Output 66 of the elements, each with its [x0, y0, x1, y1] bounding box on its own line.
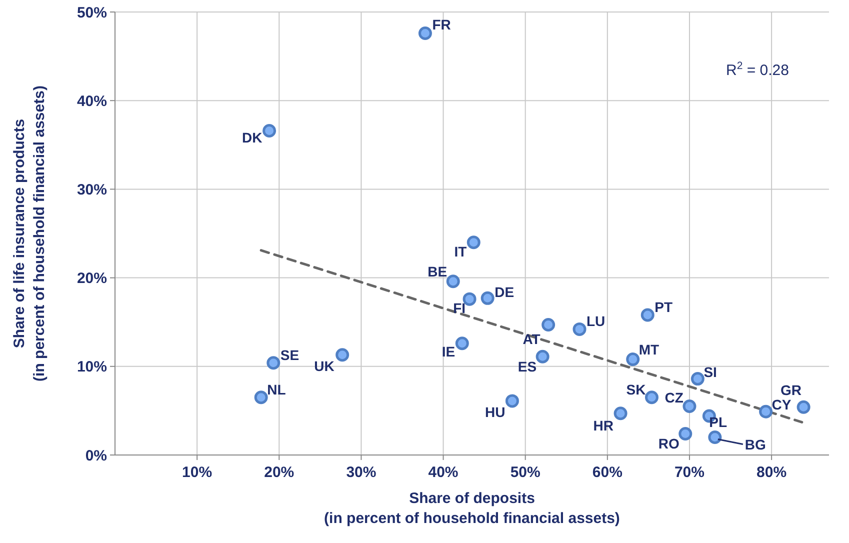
point	[455, 336, 469, 350]
y-tick-label: 10%	[76, 358, 107, 376]
y-tick-label: 30%	[76, 181, 107, 198]
annotation: FR	[432, 16, 451, 32]
point	[678, 426, 692, 440]
point	[690, 372, 704, 386]
annotation: LU	[586, 313, 606, 330]
point	[759, 404, 773, 418]
annotation: CY	[772, 396, 792, 413]
point	[505, 394, 519, 408]
point	[536, 350, 550, 364]
point	[418, 26, 432, 40]
x-tick-label: 40%	[428, 464, 458, 481]
point	[466, 236, 480, 250]
point	[614, 406, 628, 420]
annotation: GR	[780, 382, 802, 398]
annotation: SE	[280, 346, 300, 363]
annotation: PL	[709, 414, 728, 430]
x-tick-label: 20%	[264, 464, 294, 481]
annotation: PT	[654, 299, 673, 316]
annotation: AT	[522, 330, 541, 347]
annotation: BE	[428, 263, 448, 280]
point	[446, 274, 460, 288]
x-tick-label: 30%	[346, 464, 376, 481]
point	[336, 348, 350, 362]
annotation: SI	[704, 364, 717, 380]
point	[480, 291, 494, 305]
annotation: CZ	[664, 389, 684, 406]
point	[708, 430, 722, 444]
point	[626, 352, 640, 366]
point	[254, 390, 268, 404]
point	[640, 308, 654, 322]
annotation: R$^{2}$ = 0.28	[726, 60, 789, 79]
x-tick-label: 10%	[182, 464, 212, 481]
y-tick-label: 20%	[76, 270, 107, 288]
annotation: IE	[442, 343, 456, 360]
annotation: HU	[484, 404, 506, 420]
annotation: SK	[626, 381, 646, 398]
annotation: BG	[744, 436, 766, 452]
point	[572, 322, 586, 336]
point	[266, 356, 280, 370]
point	[262, 124, 276, 138]
annotation: FI	[453, 300, 466, 316]
point	[682, 400, 696, 414]
y-axis-title: Share of life insurance products (in percent of household financial assets)	[11, 86, 48, 382]
x-tick-label: 70%	[674, 464, 704, 481]
x-axis-title: Share of deposits (in percent of household financial assets)	[324, 490, 620, 527]
x-tick-label: 60%	[592, 464, 622, 481]
annotation: DK	[242, 130, 262, 146]
point	[462, 292, 476, 306]
annotation: DE	[494, 284, 514, 300]
annotation: IT	[454, 243, 468, 260]
y-tick-label: 50%	[76, 4, 107, 22]
annotation: NL	[267, 381, 286, 398]
y-tick-label: 40%	[76, 92, 107, 110]
annotation: RO	[658, 436, 680, 452]
annotation: ES	[518, 358, 537, 375]
point	[796, 400, 810, 414]
annotation: MT	[638, 341, 660, 358]
annotation: HR	[593, 417, 614, 434]
y-tick-label: 0%	[85, 447, 107, 464]
annotation: UK	[314, 358, 334, 374]
point	[542, 318, 556, 332]
x-tick-label: 80%	[756, 464, 787, 481]
x-tick-label: 50%	[510, 464, 540, 481]
point	[644, 390, 658, 404]
